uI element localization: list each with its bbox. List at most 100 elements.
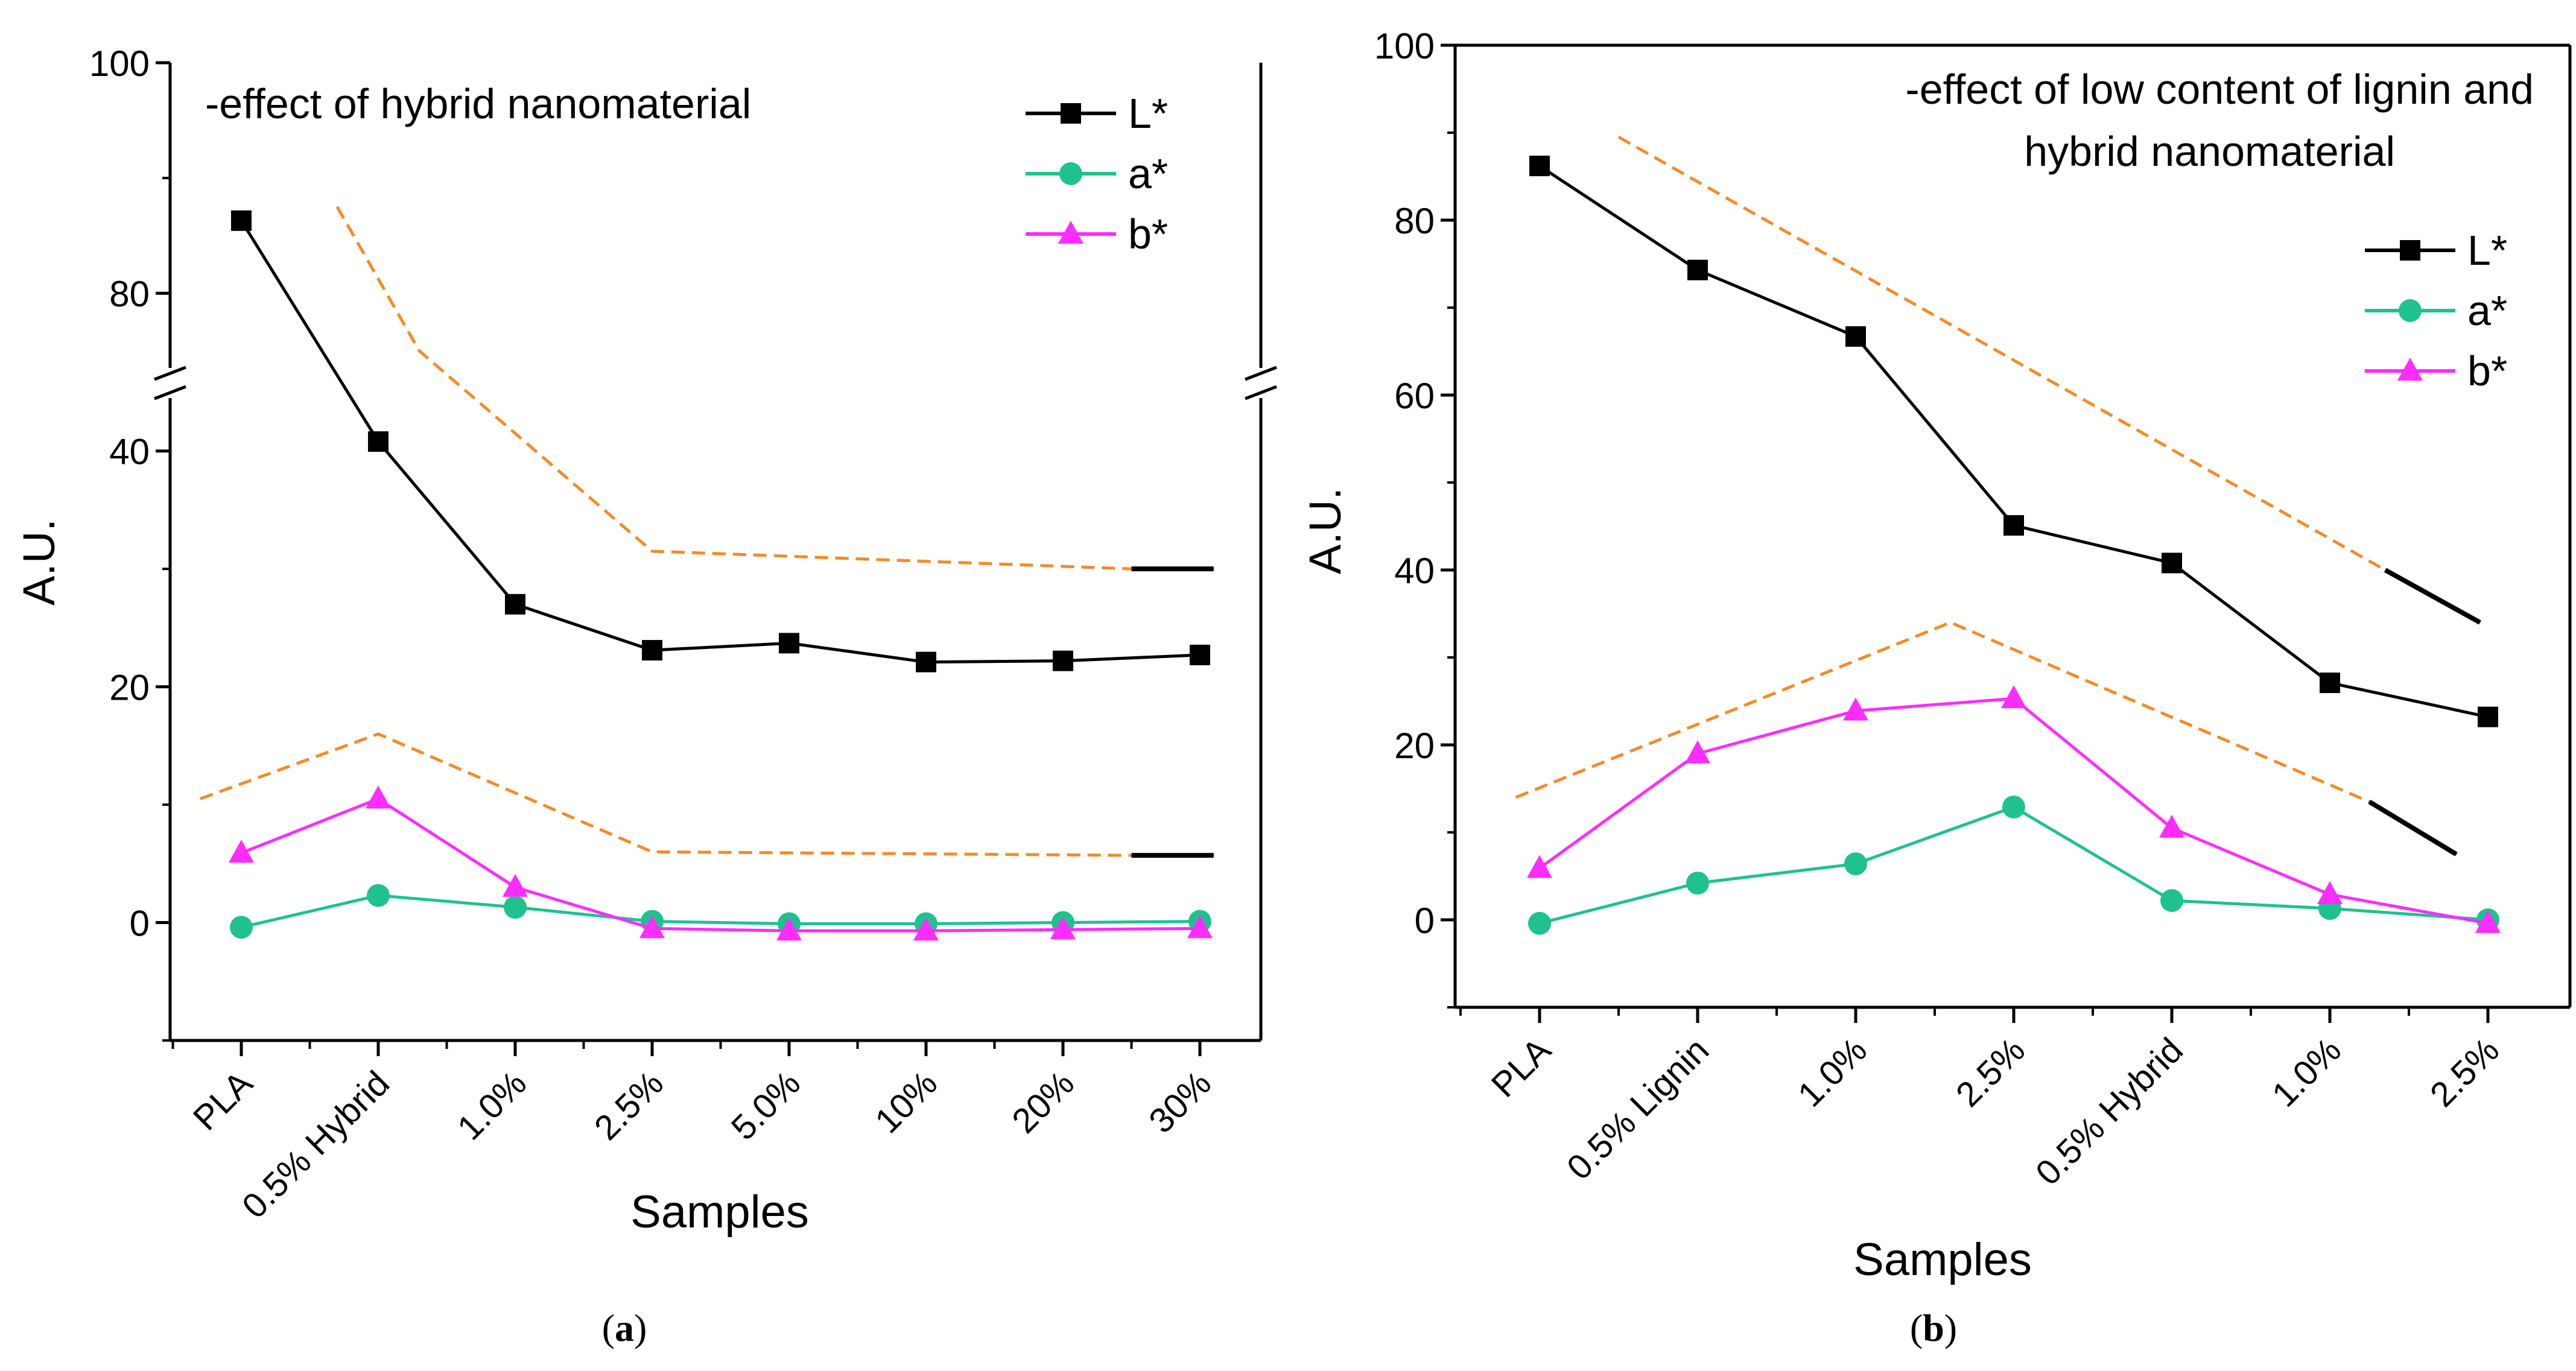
panel-a-series-line	[240, 220, 1201, 664]
panel-a-y-tick-label: 20	[109, 668, 150, 708]
panel-b-x-tick-label: 0.5% Hybrid	[2028, 1030, 2191, 1192]
panel-b-legend-label: b*	[2467, 347, 2507, 394]
panel-a-x-tick-label: 1.0%	[450, 1063, 534, 1147]
panel-a-data-point	[913, 917, 939, 941]
panel-a-data-point	[1053, 650, 1073, 671]
panel-a-series-line	[241, 894, 1201, 929]
panel-b-series	[1527, 156, 2501, 935]
panel-b-data-point	[2478, 706, 2498, 727]
panel-a-y-tick-label: 100	[89, 43, 150, 84]
panel-a-x-tick-label: 0.5% Hybrid	[235, 1063, 397, 1226]
panel-a-legend-label: b*	[1128, 211, 1168, 258]
panel-b-y-tick-label: 0	[1415, 901, 1435, 941]
panel-a-data-point	[639, 915, 665, 939]
panel-a-data-point	[779, 633, 799, 654]
panel-a-legend-marker	[1061, 103, 1081, 124]
panel-b-legend: L* a* b*	[2365, 227, 2507, 394]
panel-b-trend-arrow-2	[2368, 799, 2458, 856]
panel-b-data-point	[1843, 697, 1868, 721]
panel-b-x-ticks: PLA 0.5% Lignin 1.0% 2.5%0.5% Hybrid 1.0% 2.5…	[1459, 1007, 2507, 1193]
panel-a-axis-break-marks	[154, 366, 1277, 401]
panel-b-trend-arrow-1	[2384, 568, 2481, 625]
panel-a-y-ticks: 80 100 0 20 40	[89, 43, 170, 1042]
panel-a-data-point	[503, 873, 528, 897]
panel-a-x-tick-label: 10%	[868, 1063, 945, 1141]
panel-b-legend-label: a*	[2467, 287, 2507, 334]
panel-a-trend-line-2	[200, 732, 1132, 857]
panel-b-x-tick-label: 1.0%	[2265, 1030, 2349, 1114]
panel-a-data-point	[230, 916, 253, 939]
panel-a-y-tick-label: 80	[109, 274, 150, 314]
panel-b-data-point	[1845, 326, 1866, 347]
panel-a-data-point	[504, 896, 527, 919]
panel-a-x-tick-label: 20%	[1004, 1063, 1082, 1141]
panel-b-y-ticks: 0 20 40 60 80 100	[1374, 26, 1455, 1008]
panel-b-x-axis-label: Samples	[1853, 1234, 2032, 1285]
panel-a-series	[229, 210, 1213, 941]
panel-b-y-tick-label: 60	[1394, 376, 1435, 416]
panel-a-data-point	[367, 884, 390, 907]
panel-b-data-point	[1686, 872, 1709, 895]
panel-b-data-point	[2475, 910, 2501, 933]
panel-a-data-point	[776, 917, 802, 941]
panel-b-x-tick-label: 2.5%	[2423, 1030, 2507, 1114]
panel-b-trend-line-2	[1515, 621, 2370, 803]
panel-a-x-tick-label: PLA	[186, 1063, 261, 1138]
panel-b-y-tick-label: 100	[1374, 26, 1435, 66]
panel-b-data-point	[2317, 881, 2343, 904]
panel-a-legend: L* a* b*	[1026, 90, 1168, 258]
panel-a-y-axis-label: A.U.	[14, 519, 64, 606]
panel-b-legend-marker	[2400, 240, 2420, 261]
panel-a-break-mark	[154, 366, 186, 381]
panel-a-annotation: -effect of hybrid nanomaterial	[205, 80, 751, 127]
panel-a-x-tick-label: 5.0%	[724, 1063, 808, 1147]
panel-b-x-tick-label: 1.0%	[1791, 1030, 1874, 1114]
panel-a-data-point	[366, 785, 391, 809]
panel-a-break-mark	[1245, 366, 1277, 381]
panel-b-annotation-line-2: hybrid nanomaterial	[2024, 128, 2395, 175]
panel-a-legend-marker	[1058, 221, 1083, 244]
panel-a-data-point	[642, 640, 662, 661]
panel-b-data-point	[1528, 911, 1551, 935]
panel-a-y-tick-label: 0	[130, 904, 150, 944]
panel-a-y-tick-label: 40	[109, 432, 150, 472]
panel-b-data-point	[1529, 156, 1550, 177]
panel-b-data-point	[2003, 515, 2024, 536]
panel-a-trend-line-1	[335, 206, 1132, 571]
panel-b-legend-marker	[2399, 299, 2422, 322]
panel-b-data-point	[2320, 673, 2340, 694]
panel-a-x-tick-label: 2.5%	[587, 1063, 671, 1147]
panel-b-x-tick-label: 0.5% Lignin	[1559, 1030, 1716, 1187]
panel-a-x-tick-label: 30%	[1141, 1063, 1219, 1141]
panel-a-legend-label: L*	[1128, 90, 1168, 137]
panel-b-legend-label: L*	[2467, 227, 2507, 274]
panel-a-break-mark	[154, 385, 186, 401]
panel-b-y-tick-label: 40	[1394, 551, 1435, 591]
panel-a-data-point	[1187, 915, 1213, 939]
panel-b-data-point	[2002, 795, 2025, 818]
panel-a-trend-lines	[200, 206, 1215, 858]
panel-a-caption: (a)	[602, 1306, 647, 1349]
panel-a-data-point	[916, 651, 936, 673]
panel-b-trend-lines	[1515, 136, 2481, 856]
panel-b-data-point	[2159, 814, 2184, 838]
panel-a-break-mark	[1245, 385, 1277, 401]
panel-b-data-point	[2001, 685, 2026, 709]
panel-b-x-tick-label: PLA	[1484, 1030, 1559, 1105]
panel-a-data-point	[368, 431, 389, 452]
panel-b-trend-line-1	[1617, 136, 2386, 572]
panel-b-data-point	[1685, 740, 1710, 764]
panel-b-data-point	[1687, 259, 1708, 280]
panel-a-legend-label: a*	[1128, 150, 1168, 197]
panel-b-legend-marker	[2397, 358, 2423, 381]
panel-a-data-point	[1190, 644, 1210, 665]
panel-b-x-tick-label: 2.5%	[1949, 1030, 2032, 1114]
panel-a-data-point	[229, 840, 254, 863]
panel-a-data-point	[231, 210, 252, 231]
panel-b-y-tick-label: 80	[1394, 201, 1435, 241]
panel-a-series-line	[241, 797, 1201, 932]
panel-b-y-axis-label: A.U.	[1300, 487, 1350, 574]
